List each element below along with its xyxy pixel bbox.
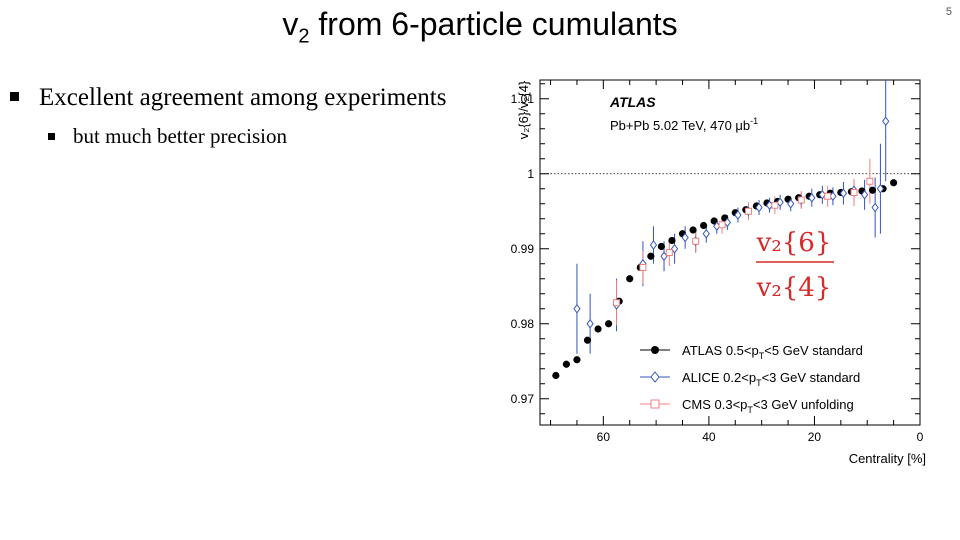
data-point-cms [665,249,673,256]
data-point-cms [866,177,874,185]
data-point-atlas [626,275,634,283]
plot-frame [539,79,921,426]
data-point-atlas [583,336,592,344]
data-point-cms [639,264,647,271]
data-point-alice [755,202,763,213]
data-point-cms [797,196,805,204]
data-point-atlas [647,252,655,260]
legend-entry-alice: ALICE 0.2<pT<3 GeV standard [640,370,860,388]
data-point-cms [744,207,752,215]
experiment-label: ATLAS [609,94,656,110]
data-point-alice [860,189,869,200]
system-label: Pb+Pb 5.02 TeV, 470 μb-1 [610,116,758,133]
legend: ATLAS 0.5<pT<5 GeV standard ALICE 0.2<pT… [640,343,863,415]
ratio-chart: 0.97 0.98 0.99 1 1.01 60 40 20 0 ATLAS Pb+Pb 5.0… [511,79,926,466]
ratio-denominator-label: v₂{4} [756,273,832,303]
bullet-1-text: Excellent agreement among experiments [39,84,447,111]
data-point-alice [734,210,742,220]
legend-label-alice: ALICE 0.2<pT<3 GeV standard [682,370,860,388]
data-point-alice [681,232,689,243]
data-point-atlas [562,360,570,368]
data-point-alice [876,183,885,194]
data-point-alice [573,303,581,314]
data-point-alice [871,202,879,213]
data-point-atlas [552,371,560,380]
data-point-atlas [605,320,613,328]
data-point-atlas [689,226,697,234]
x-tick-label: 60 [597,430,611,444]
data-point-cms [718,221,726,229]
bullet-square-icon [10,91,19,101]
bullet-level-2: but much better precision [48,124,287,149]
data-point-atlas [657,242,665,251]
data-point-cms [771,201,779,209]
data-point-atlas [868,186,877,194]
data-point-alice [702,228,710,239]
data-point-alice [776,197,784,208]
bullet-square-icon [48,132,55,140]
x-axis-label: Centrality [%] [849,451,926,466]
data-point-alice [649,240,658,250]
slide-title: v2 from 6-particle cumulants [282,6,678,48]
legend-label-cms: CMS 0.3<pT<3 GeV unfolding [682,397,854,415]
bullet-level-1: Excellent agreement among experiments [10,84,446,112]
y-tick-label: 0.99 [511,242,535,256]
y-tick-label: 0.98 [511,317,535,331]
x-tick-label: 40 [702,430,716,444]
legend-marker-alice [650,371,660,383]
data-point-alice [586,318,594,329]
data-point-atlas [700,221,708,230]
x-tick-label: 0 [917,430,924,444]
x-tick-label: 20 [808,430,822,444]
data-point-cms [824,192,832,200]
legend-entry-cms: CMS 0.3<pT<3 GeV unfolding [640,397,854,415]
data-point-cms [613,299,621,307]
page-number: 5 [945,6,952,18]
data-point-atlas [890,179,898,187]
y-axis-label: v₂{6}/v₂{4} [516,80,531,139]
legend-entry-atlas: ATLAS 0.5<pT<5 GeV standard [640,343,863,361]
legend-marker-atlas [651,346,659,354]
data-point-cms [850,189,858,196]
data-point-atlas [668,236,676,245]
data-point-alice [670,243,679,254]
y-tick-label: 0.97 [511,392,535,406]
y-tick-label: 1.01 [511,92,535,106]
data-point-alice [839,188,848,199]
legend-marker-cms [650,399,660,409]
ratio-numerator-label: v₂{6} [756,228,832,258]
legend-label-atlas: ATLAS 0.5<pT<5 GeV standard [682,343,863,361]
data-point-alice [808,192,816,203]
data-point-cms [692,237,700,245]
data-point-alice [723,217,731,228]
data-point-atlas [573,356,581,364]
bullet-2-text: but much better precision [73,124,288,148]
data-point-alice [882,116,890,127]
y-tick-label: 1 [527,167,534,181]
data-point-alice [787,198,795,209]
data-point-atlas [594,325,602,333]
